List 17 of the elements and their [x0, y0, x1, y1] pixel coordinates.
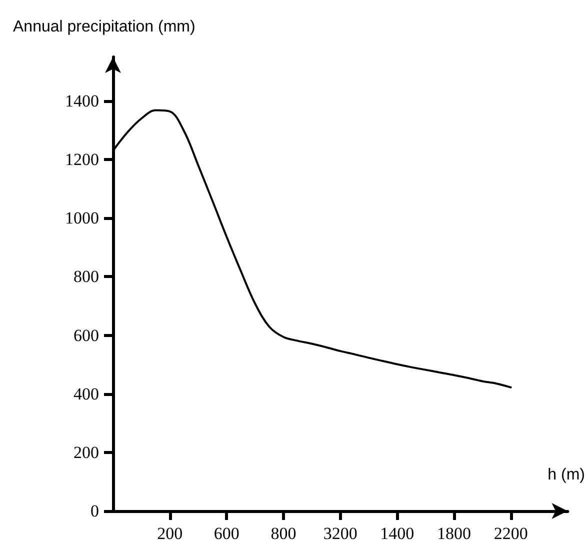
y-tick-label: 600	[74, 326, 99, 345]
y-tick-label: 1200	[65, 150, 99, 170]
y-axis-title: Annual precipitation (mm)	[13, 18, 196, 36]
y-tick-label: 400	[74, 384, 99, 404]
x-tick-label: 600	[214, 524, 240, 543]
x-tick-label: 200	[157, 524, 183, 543]
x-tick-label: 800	[270, 524, 296, 543]
y-tick-label: 200	[74, 442, 99, 462]
y-tick-label: 0	[90, 502, 99, 520]
x-tick-label: 3200	[323, 524, 358, 543]
x-tick-label: 1400	[380, 524, 414, 543]
y-tick-label: 1000	[65, 208, 99, 228]
x-tick-label: 2200	[494, 524, 528, 543]
x-axis-title: h (m)	[548, 466, 585, 484]
y-tick-label: 1400	[65, 91, 99, 110]
y-tick-label: 800	[74, 267, 99, 286]
x-tick-label: 1800	[437, 524, 472, 543]
